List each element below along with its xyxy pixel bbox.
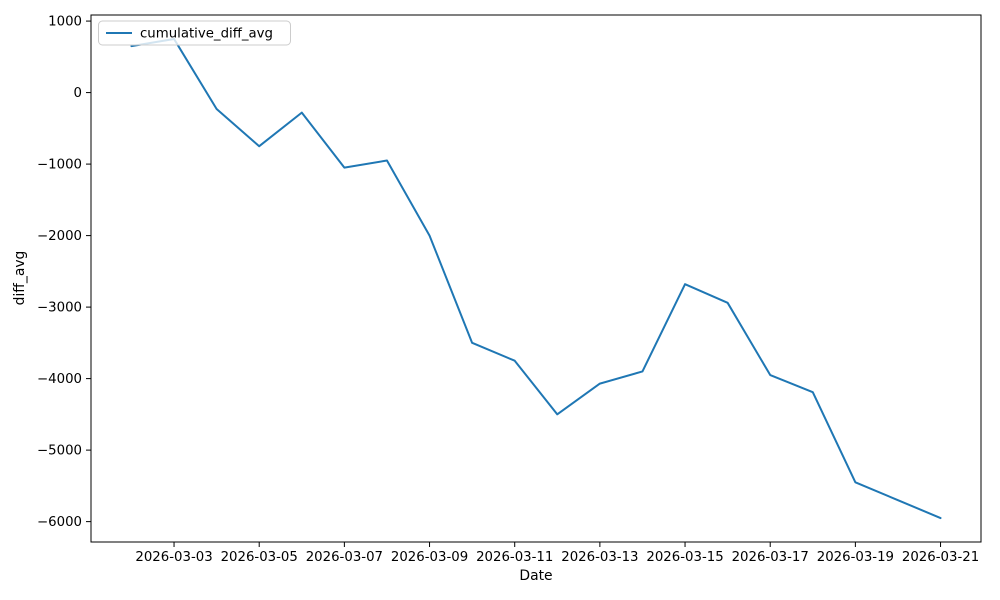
x-axis-label: Date bbox=[519, 568, 552, 584]
x-tick-label: 2026-03-15 bbox=[646, 550, 723, 565]
x-tick-label: 2026-03-09 bbox=[391, 550, 468, 565]
series-line-cumulative_diff_avg bbox=[130, 37, 942, 520]
plot-border bbox=[90, 14, 982, 543]
legend-label: cumulative_diff_avg bbox=[140, 27, 273, 42]
legend-box bbox=[98, 20, 291, 46]
y-tick-label: −6000 bbox=[37, 515, 82, 530]
x-tick-label: 2026-03-05 bbox=[221, 550, 298, 565]
y-tick-label: −4000 bbox=[37, 372, 82, 387]
y-tick-label: −5000 bbox=[37, 444, 82, 459]
x-tick-label: 2026-03-07 bbox=[306, 550, 383, 565]
y-tick-label: −2000 bbox=[37, 229, 82, 244]
legend: cumulative_diff_avg bbox=[98, 20, 291, 46]
x-tick-label: 2026-03-17 bbox=[732, 550, 809, 565]
y-axis-label: diff_avg bbox=[12, 251, 28, 306]
y-tick-label: −1000 bbox=[37, 158, 82, 173]
x-tick-label: 2026-03-13 bbox=[561, 550, 638, 565]
x-tick-label: 2026-03-21 bbox=[902, 550, 979, 565]
y-tick-label: 0 bbox=[74, 86, 82, 101]
x-tick-label: 2026-03-19 bbox=[817, 550, 894, 565]
x-tick-label: 2026-03-03 bbox=[135, 550, 212, 565]
plot-area: 1000 0 −1000 −2000 −3000 −4000 −5000 −6000 2026-… bbox=[37, 14, 982, 565]
y-tick-label: 1000 bbox=[48, 15, 82, 30]
x-tick-label: 2026-03-11 bbox=[476, 550, 553, 565]
y-tick-label: −3000 bbox=[37, 301, 82, 316]
